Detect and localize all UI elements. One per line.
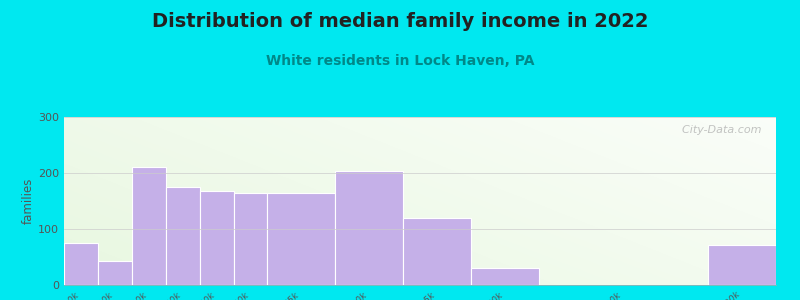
Bar xyxy=(471,268,538,285)
Bar xyxy=(403,218,471,285)
Text: White residents in Lock Haven, PA: White residents in Lock Haven, PA xyxy=(266,54,534,68)
Bar xyxy=(267,193,335,285)
Bar xyxy=(132,167,166,285)
Text: Distribution of median family income in 2022: Distribution of median family income in … xyxy=(152,12,648,31)
Bar xyxy=(166,187,200,285)
Bar xyxy=(335,171,403,285)
Bar xyxy=(708,245,776,285)
Bar xyxy=(64,243,98,285)
Y-axis label: families: families xyxy=(22,178,35,224)
Bar xyxy=(98,262,132,285)
Bar xyxy=(200,191,234,285)
Text: City-Data.com: City-Data.com xyxy=(675,125,762,135)
Bar xyxy=(234,193,267,285)
